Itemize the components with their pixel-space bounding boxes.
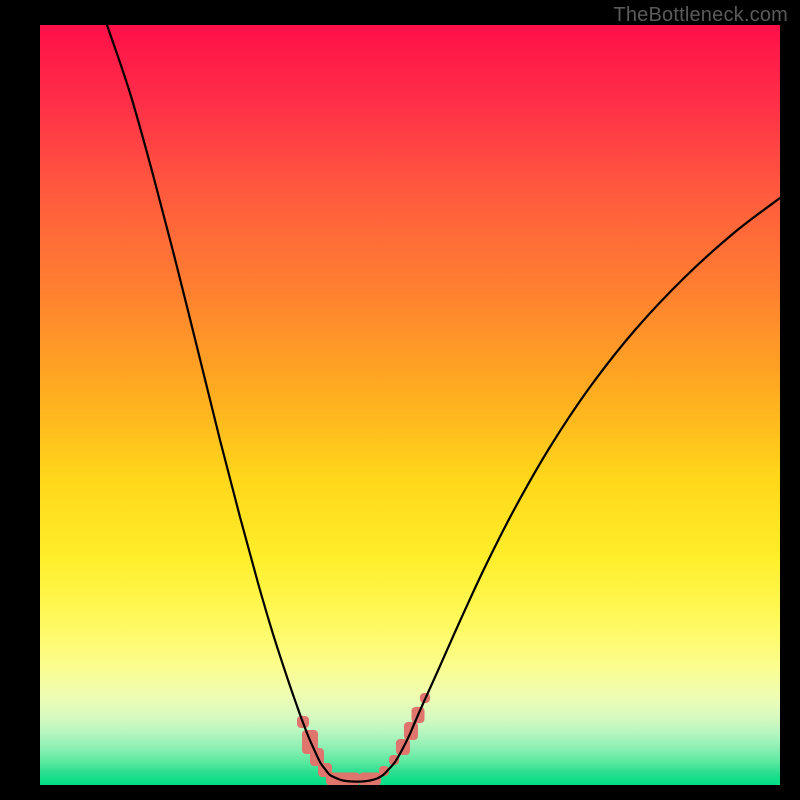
data-markers [297,693,430,785]
curve-layer [40,25,780,785]
watermark-text: TheBottleneck.com [613,4,788,27]
plot-area [40,25,780,785]
bottleneck-curve [107,25,780,782]
data-marker [326,773,360,786]
